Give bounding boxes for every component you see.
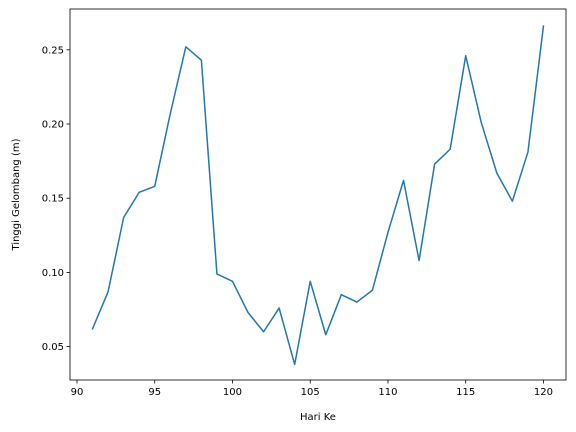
y-tick-label: 0.20 (42, 120, 64, 131)
y-tick-label: 0.15 (42, 194, 64, 205)
x-tick-label: 95 (148, 387, 161, 398)
x-tick-label: 115 (456, 387, 475, 398)
y-axis-label: Tinggi Gelombang (m) (11, 138, 22, 251)
series-line-0 (91, 25, 545, 366)
x-axis-label: Hari Ke (300, 412, 336, 423)
x-tick-label: 120 (534, 387, 553, 398)
y-tick-label: 0.10 (42, 268, 64, 279)
x-tick-label: 110 (378, 387, 397, 398)
series-layer (91, 25, 545, 366)
y-tick-label: 0.05 (42, 342, 64, 353)
x-tick-label: 105 (301, 387, 320, 398)
axes: 90 95 100 105 110 115 120 0.05 0.10 0.15 0.20 0.25 (42, 8, 567, 398)
axes-frame (69, 8, 567, 381)
x-tick-label: 90 (71, 387, 84, 398)
x-tick-label: 100 (223, 387, 242, 398)
y-tick-label: 0.25 (42, 45, 64, 56)
